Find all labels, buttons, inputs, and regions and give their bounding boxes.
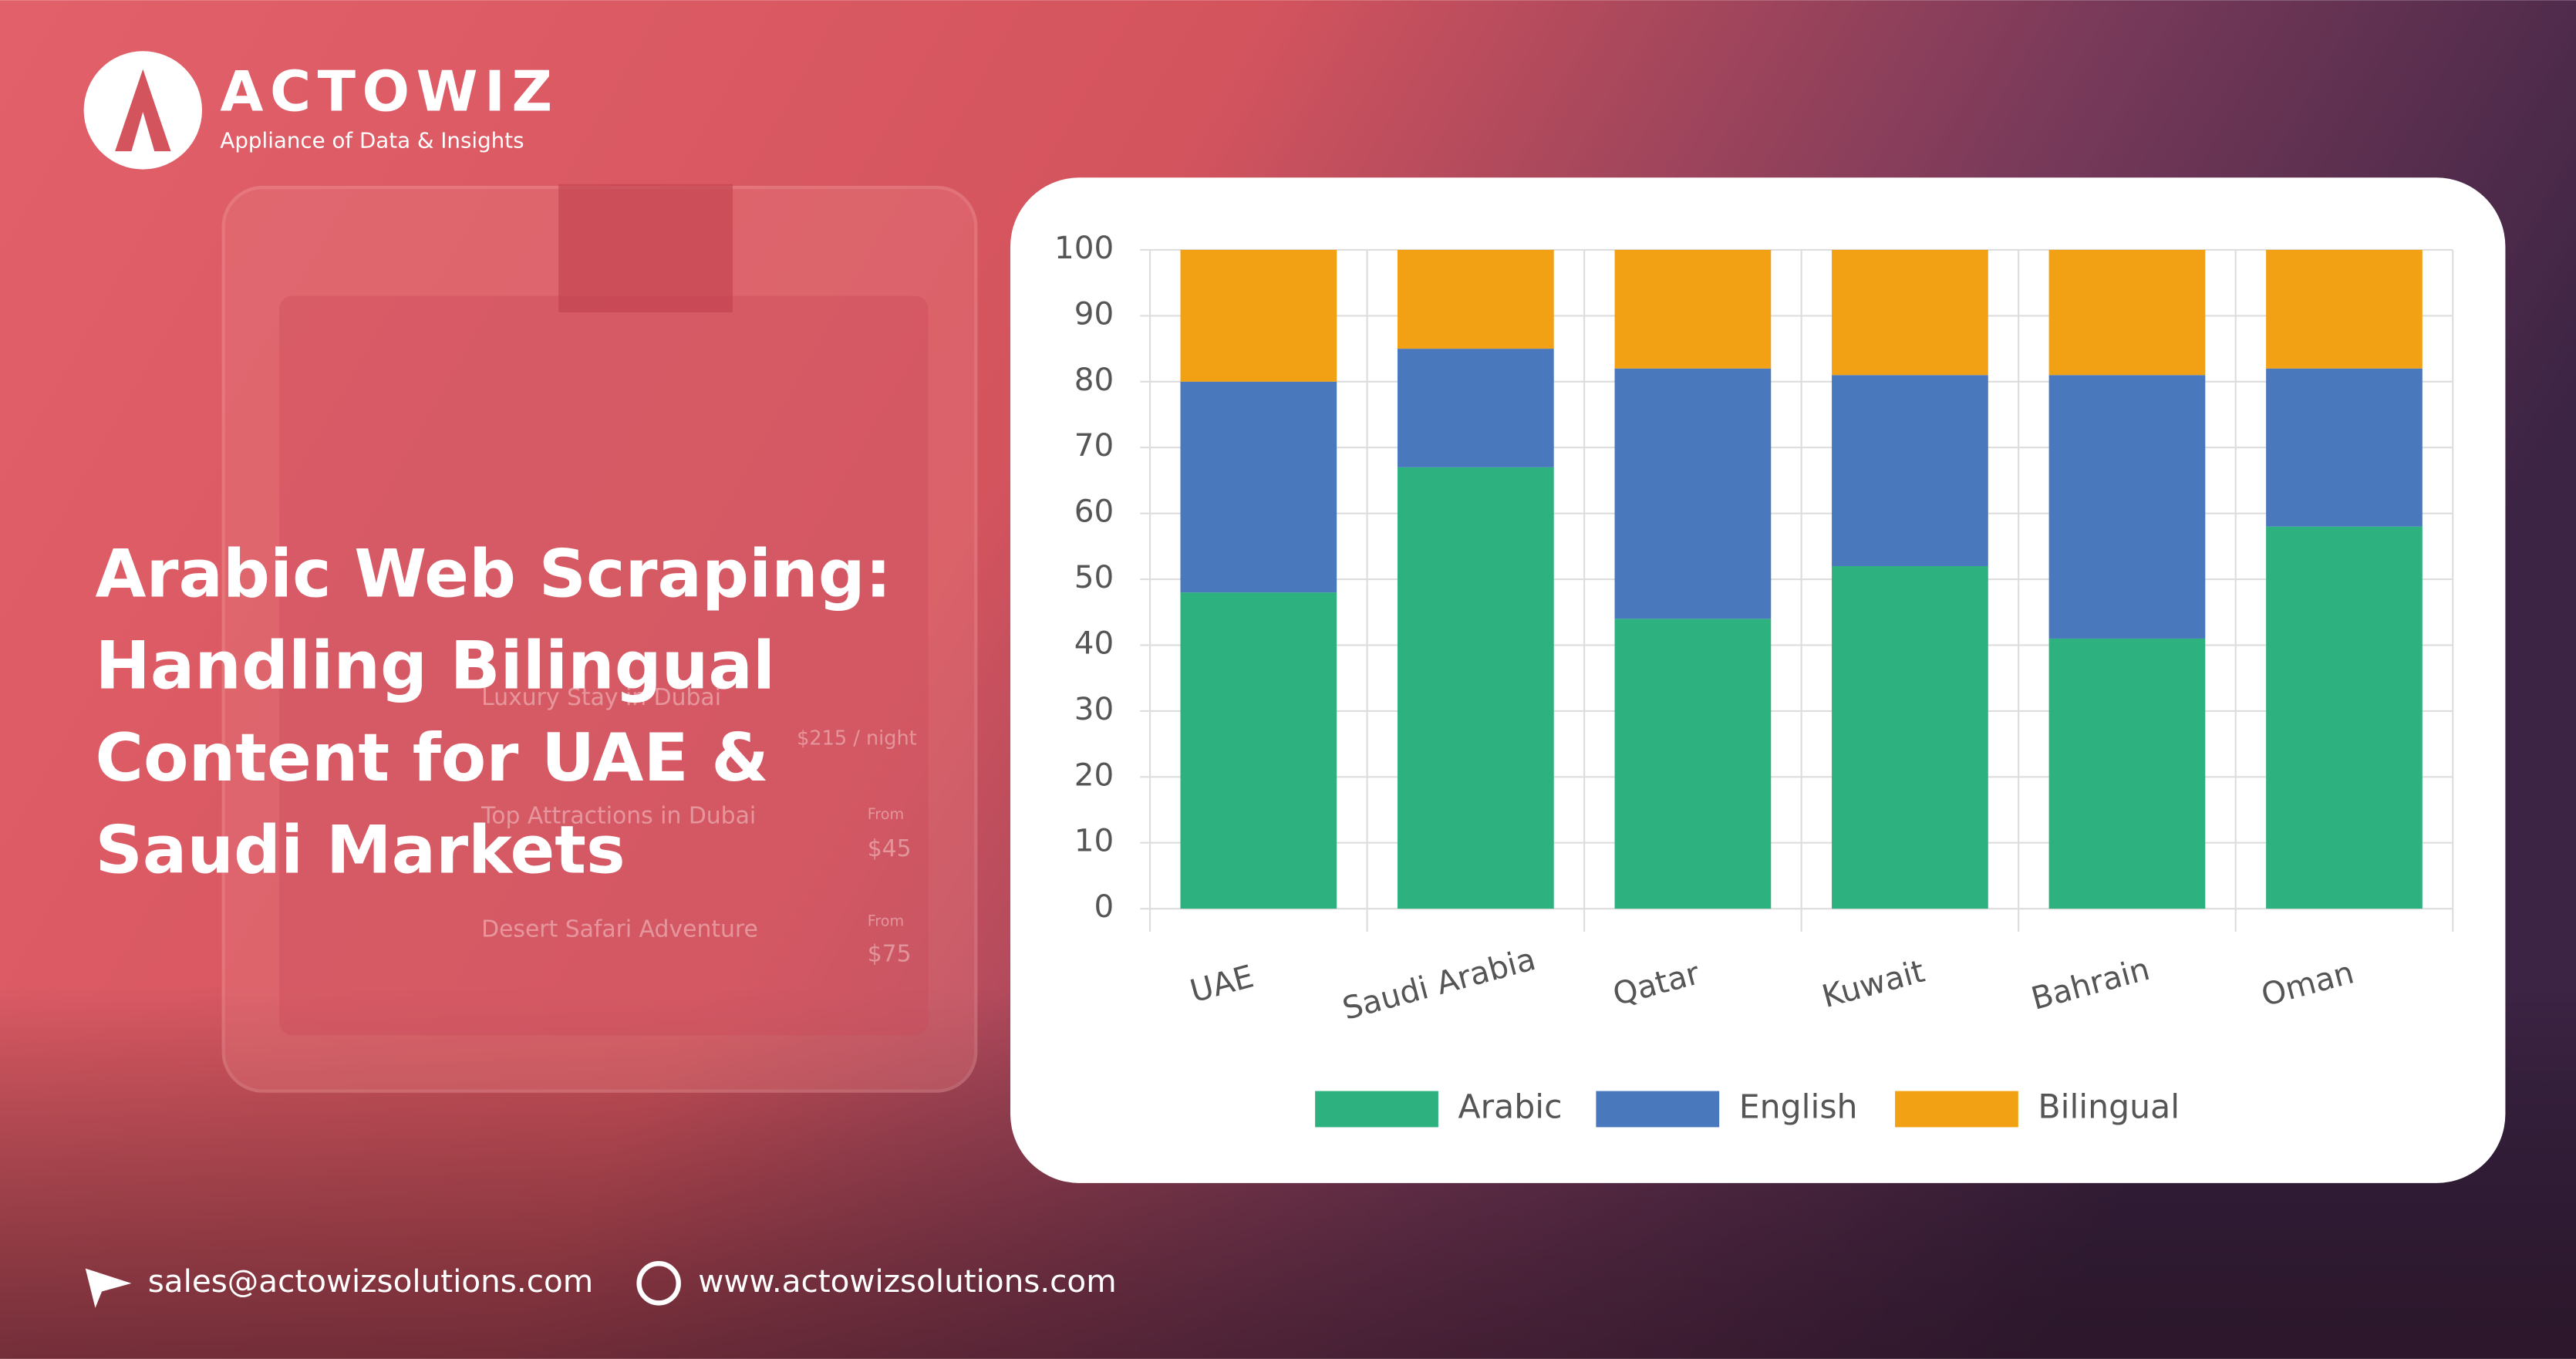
bar <box>1614 619 1772 909</box>
bar <box>2048 638 2206 909</box>
bar <box>2266 249 2423 369</box>
legend-swatch <box>1315 1091 1438 1128</box>
bar <box>1614 368 1772 619</box>
email-icon <box>85 1268 132 1308</box>
y-tick-label: 70 <box>1074 427 1114 464</box>
background-screen <box>279 295 929 1036</box>
web-icon <box>636 1261 681 1306</box>
headline: Saudi Markets <box>96 812 625 889</box>
background-text: From <box>868 912 904 930</box>
background-text: Desert Safari Adventure <box>481 916 758 943</box>
legend-swatch <box>1596 1091 1720 1128</box>
bar <box>1180 381 1337 593</box>
y-tick-label: 20 <box>1074 756 1114 793</box>
bar <box>1832 375 1988 566</box>
y-tick-label: 60 <box>1074 493 1114 530</box>
headline: Arabic Web Scraping: <box>96 536 892 612</box>
headline: Handling Bilingual <box>96 629 776 705</box>
y-tick-label: 80 <box>1074 361 1114 398</box>
background-text: Luxury Stay in Dubai <box>481 684 721 711</box>
y-tick-label: 50 <box>1074 558 1114 595</box>
legend-label: English <box>1739 1088 1858 1127</box>
background-text: $215 / night <box>797 727 917 750</box>
y-tick-label: 30 <box>1074 690 1114 727</box>
bar <box>1180 592 1337 909</box>
bar <box>2048 375 2206 639</box>
y-tick-label: 10 <box>1074 822 1114 859</box>
brand-tagline: Appliance of Data & Insights <box>220 127 524 153</box>
bar <box>2048 249 2206 376</box>
background-text: $75 <box>868 940 912 967</box>
legend-label: Arabic <box>1458 1088 1562 1127</box>
background-flag <box>558 184 733 312</box>
website: www.actowizsolutions.com <box>698 1263 1116 1300</box>
bar <box>1614 249 1772 369</box>
logo-mark <box>115 69 171 152</box>
bar <box>2266 368 2423 527</box>
background-text: From <box>868 805 904 823</box>
bar <box>1832 565 1988 909</box>
y-tick-label: 40 <box>1074 624 1114 661</box>
bar <box>1832 249 1988 376</box>
bar <box>2266 526 2423 909</box>
email: sales@actowizsolutions.com <box>148 1263 593 1300</box>
y-tick-label: 100 <box>1054 229 1114 266</box>
legend-label: Bilingual <box>2038 1088 2180 1127</box>
bar <box>1398 349 1554 467</box>
legend-swatch <box>1895 1091 2018 1128</box>
brand-name: ACTOWIZ <box>220 60 558 125</box>
y-tick-label: 0 <box>1094 888 1114 925</box>
headline: Content for UAE & <box>96 720 769 797</box>
y-tick-label: 90 <box>1074 295 1114 332</box>
bar <box>1398 467 1554 909</box>
background-text: Top Attractions in Dubai <box>480 802 756 829</box>
bar <box>1180 249 1337 382</box>
bar <box>1398 249 1554 349</box>
background-text: $45 <box>868 835 912 862</box>
